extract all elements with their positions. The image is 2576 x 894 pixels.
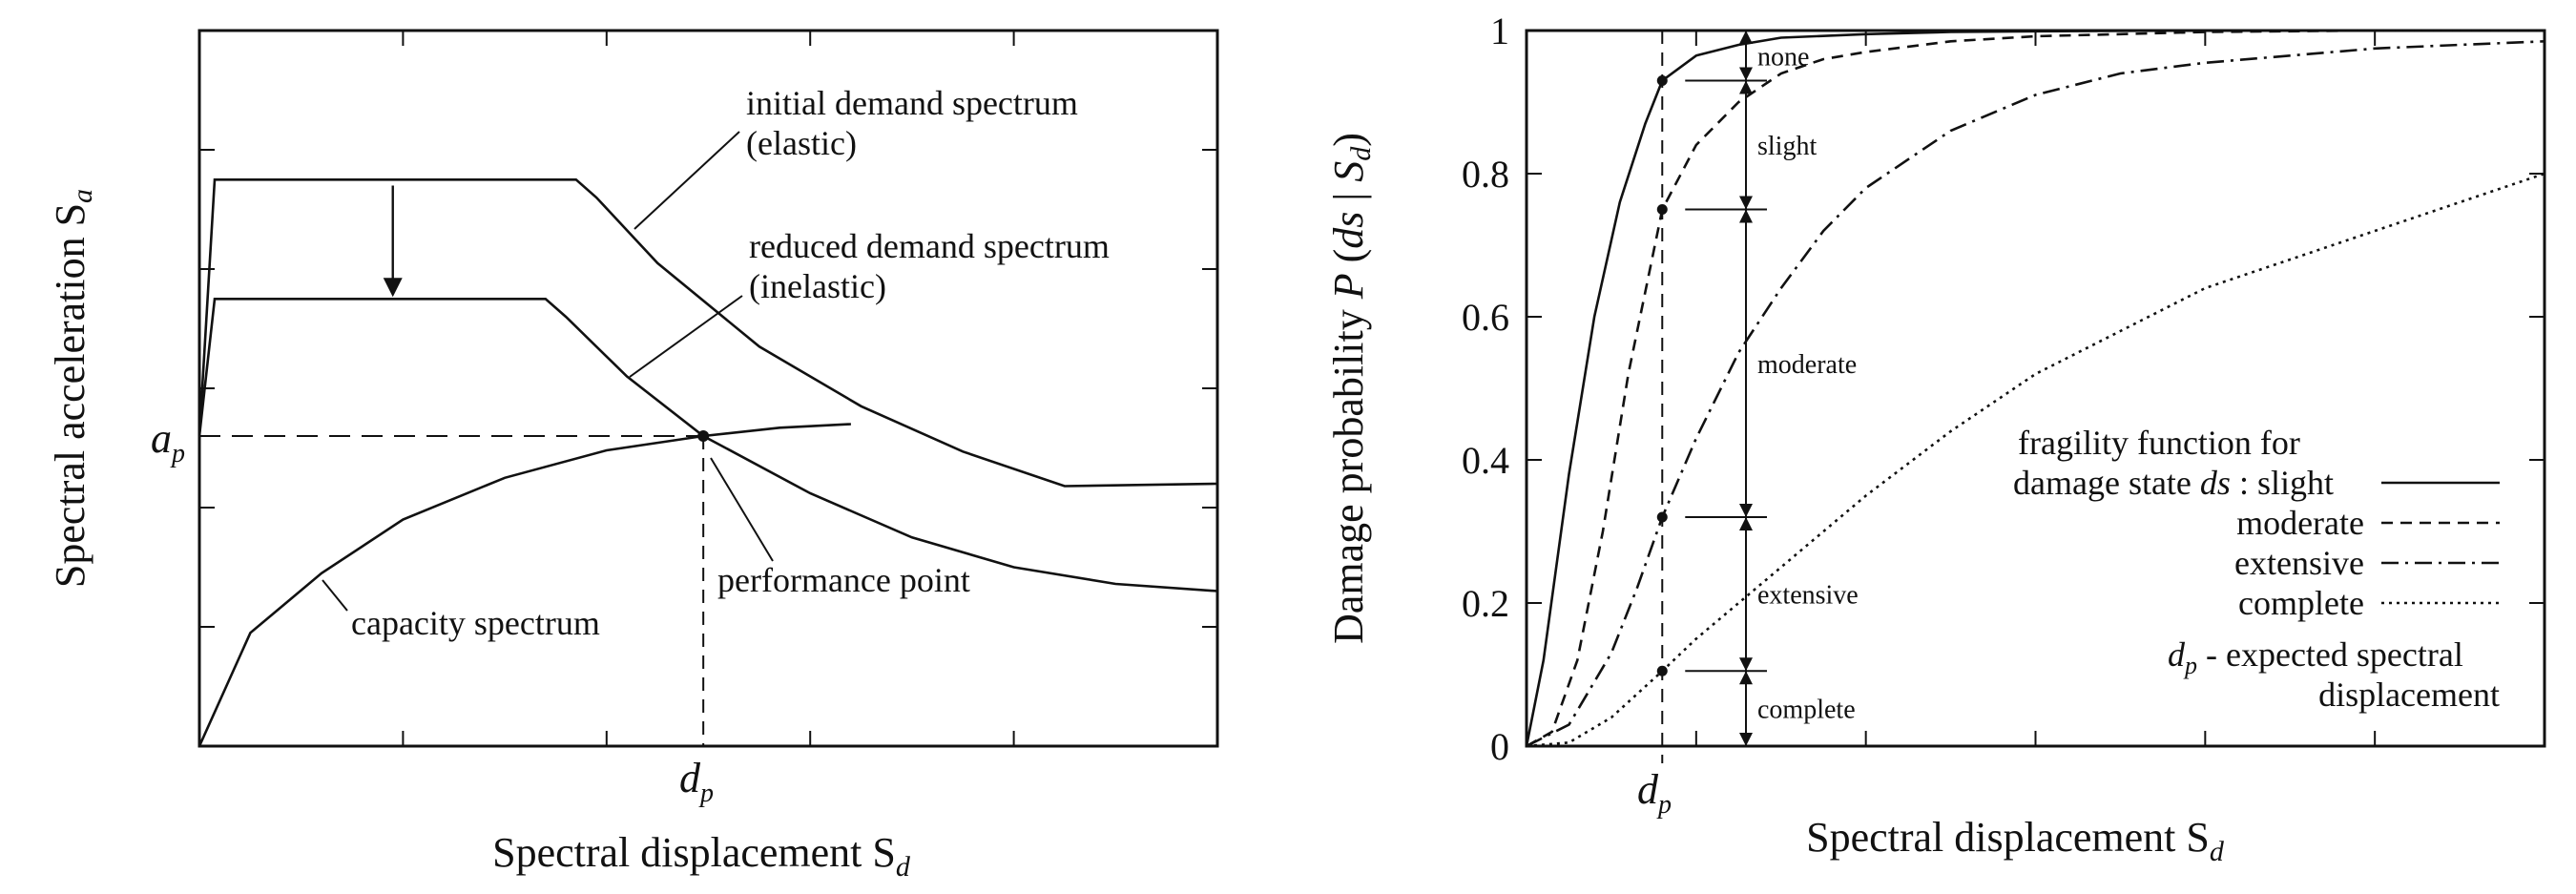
zone-label-slight: slight [1757,132,1817,161]
zone-arrowhead [1739,31,1753,44]
inelastic-label: reduced demand spectrum [749,227,1110,265]
right-y-tick-label: 0.2 [1462,582,1509,625]
fragility-curve-complete [1526,172,2545,748]
zone-arrowhead [1739,504,1753,517]
zone-arrowhead [1739,733,1753,746]
zone-arrowhead [1739,80,1753,94]
performance-leader-line [710,457,774,562]
right-y-axis-title: Damage probability P (ds | Sd) [1325,133,1377,644]
inelastic-demand-curve [197,298,1218,593]
capacity-label: capacity spectrum [351,604,600,642]
right-chart: 00.20.40.60.81 noneslightmoderateextensi… [1325,10,2546,867]
right-x-tick-dp: dp [1637,766,1672,820]
zone-arrowhead [1739,517,1753,530]
right-annotations: none slight moderate extensive complete [1656,31,1859,763]
dp-intersection-slight [1656,75,1668,86]
legend-slight-label: damage state ds : slight [2013,464,2334,502]
fragility-curve-moderate [1526,29,2545,748]
demand-reduction-arrowhead [383,278,403,298]
left-annotations [199,185,710,746]
dp-intersection-extensive [1656,511,1668,523]
left-x-tick-dp: dp [679,755,714,808]
zone-label-extensive: extensive [1757,581,1859,611]
elastic-label-paren: (elastic) [746,124,857,162]
legend-extensive-label: extensive [2234,544,2364,582]
elastic-leader-line [634,131,740,230]
right-axis-ticks: 0 0.2 0.4 0.6 0.8 1 [1462,10,2545,768]
left-y-axis-title: Spectral acceleration Sa [47,189,98,588]
right-y-tick-label: 0.4 [1462,439,1509,482]
performance-point-label: performance point [717,561,970,599]
zone-arrowhead [1739,196,1753,210]
zone-arrowhead [1739,671,1753,685]
elastic-demand-curve [197,178,1218,488]
zone-arrowhead [1739,209,1753,223]
zone-label-none: none [1757,42,1809,72]
elastic-label: initial demand spectrum [746,84,1078,122]
legend-dp-note: dp - expected spectral [2168,635,2463,679]
left-chart: Spectral acceleration Sa Spectral displa… [47,29,1219,883]
legend-dp-note-2: displacement [2318,676,2500,714]
fragility-curve-slight [1525,29,2545,747]
dp-intersection-complete [1656,665,1668,676]
right-y-tick-label: 0 [1490,725,1509,768]
zone-arrowhead [1739,657,1753,672]
performance-point-marker [697,430,710,442]
zone-label-moderate: moderate [1757,350,1857,380]
capacity-curve [197,423,851,747]
dp-intersection-moderate [1656,204,1668,215]
legend-complete-label: complete [2238,584,2364,622]
capacity-leader-line [322,579,348,612]
right-y-tick-label: 0.8 [1462,153,1509,196]
inelastic-leader-line [629,295,743,378]
right-y-tick-label: 0.6 [1462,296,1509,339]
left-x-axis-title: Spectral displacement Sd [492,829,911,883]
right-curves [1525,29,2545,748]
inelastic-label-paren: (inelastic) [749,267,886,305]
legend-moderate-label: moderate [2236,504,2364,542]
right-y-tick-label: 1 [1490,10,1509,52]
zone-label-complete: complete [1757,696,1856,725]
legend: fragility function for damage state ds :… [2013,424,2500,714]
zone-arrowhead [1739,67,1753,81]
right-x-axis-title: Spectral displacement Sd [1806,814,2225,867]
legend-heading: fragility function for [2018,424,2300,462]
fragility-curve-extensive [1526,40,2545,748]
left-y-tick-ap: ap [151,415,185,468]
